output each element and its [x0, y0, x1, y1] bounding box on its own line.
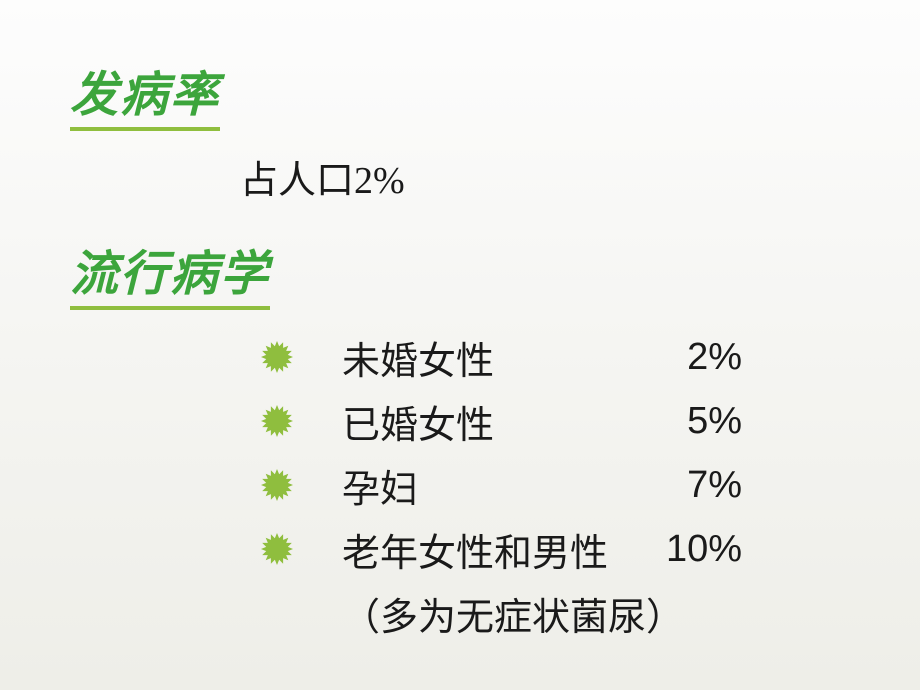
starburst-icon: [260, 532, 294, 566]
list-item: 孕妇 7%: [260, 460, 860, 510]
item-value: 7%: [652, 464, 742, 507]
epidemiology-list: 未婚女性 2% 已婚女性 5% 孕妇 7% 老年女性和男性 10% （多为无症状…: [260, 332, 860, 638]
starburst-icon: [260, 340, 294, 374]
list-item: 已婚女性 5%: [260, 396, 860, 446]
heading-incidence: 发病率: [70, 55, 220, 131]
item-label: 老年女性和男性: [342, 522, 652, 577]
list-item: 老年女性和男性 10%: [260, 524, 860, 574]
slide-content: 发病率 占人口2% 流行病学 未婚女性 2% 已婚女性 5% 孕妇 7% 老年女…: [0, 0, 920, 678]
note-row: （多为无症状菌尿）: [260, 588, 860, 638]
starburst-icon: [260, 404, 294, 438]
item-label: 未婚女性: [342, 330, 652, 385]
starburst-icon: [260, 468, 294, 502]
list-item: 未婚女性 2%: [260, 332, 860, 382]
item-label: 孕妇: [342, 458, 652, 513]
item-value: 5%: [652, 400, 742, 443]
incidence-subtitle: 占人口2%: [240, 149, 860, 204]
item-label: 已婚女性: [342, 394, 652, 449]
note-text: （多为无症状菌尿）: [342, 586, 684, 641]
heading-epidemiology: 流行病学: [70, 234, 270, 310]
item-value: 10%: [652, 528, 742, 571]
item-value: 2%: [652, 336, 742, 379]
